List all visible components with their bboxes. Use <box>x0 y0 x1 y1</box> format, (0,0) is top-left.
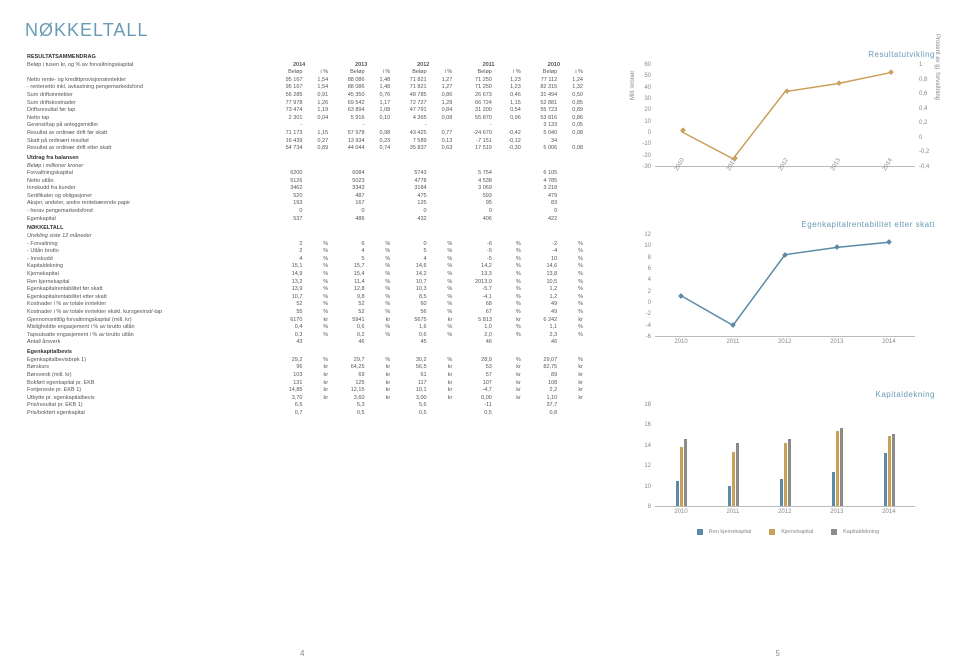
chart2-body: -6-4-202468101220102011201220132014 <box>635 235 935 355</box>
left-page: NØKKELTALL RESULTATSAMMENDRAGBeløp i tus… <box>0 0 600 664</box>
page-number-right: 5 <box>776 649 780 658</box>
chart1-title: Resultatutvikling <box>615 50 935 59</box>
page-title: NØKKELTALL <box>25 20 585 41</box>
chart-kapital: Kapitaldekning 8101214161820102011201220… <box>615 390 935 535</box>
chart-ekrent: Egenkapitalrentabilitet etter skatt -6-4… <box>615 220 935 355</box>
chart2-title: Egenkapitalrentabilitet etter skatt <box>615 220 935 229</box>
right-page: Resultatutvikling -30-20-100102030405060… <box>600 0 960 664</box>
page-number-left: 4 <box>300 649 304 658</box>
chart1-body: -30-20-100102030405060-0,4-0,200,20,40,6… <box>635 65 935 185</box>
chart3-legend: Ren kjernekapitalKjernekapitalKapitaldek… <box>635 529 935 535</box>
page: NØKKELTALL RESULTATSAMMENDRAGBeløp i tus… <box>0 0 960 664</box>
key-figures-table: RESULTATSAMMENDRAGBeløp i tusen kr, og %… <box>25 51 585 417</box>
chart3-title: Kapitaldekning <box>615 390 935 399</box>
table-body: RESULTATSAMMENDRAGBeløp i tusen kr, og %… <box>25 51 585 417</box>
chart3-body: 8101214161820102011201220132014 <box>635 405 935 525</box>
chart-resultat: Resultatutvikling -30-20-100102030405060… <box>615 50 935 185</box>
